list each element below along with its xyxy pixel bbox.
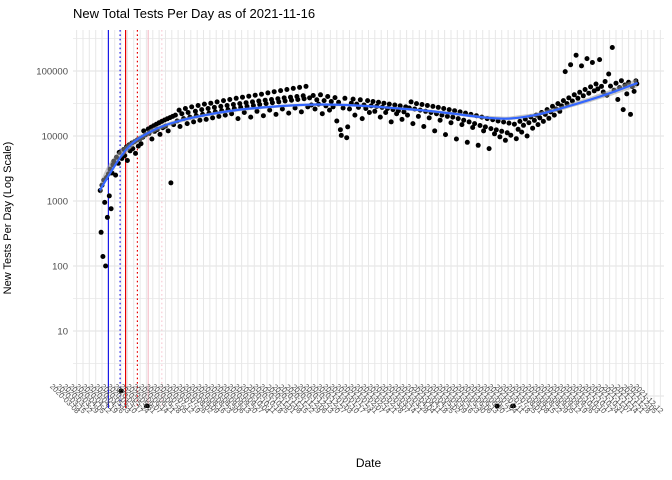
svg-text:10: 10 (57, 327, 68, 338)
chart-title: New Total Tests Per Day as of 2021-11-16 (73, 6, 316, 21)
gridlines-vertical (76, 30, 661, 408)
svg-text:100: 100 (52, 262, 68, 273)
y-tick-labels: 100000 10000 1000 100 10 (36, 67, 68, 338)
smooth-line (99, 82, 638, 191)
svg-text:1000: 1000 (47, 197, 68, 208)
x-tick-labels: 2020-03-082020-03-152020-03-222020-03-29… (48, 382, 665, 415)
svg-text:100000: 100000 (36, 67, 68, 78)
event-lines (107, 30, 163, 408)
svg-text:10000: 10000 (42, 132, 68, 143)
x-axis-title: Date (355, 456, 382, 470)
